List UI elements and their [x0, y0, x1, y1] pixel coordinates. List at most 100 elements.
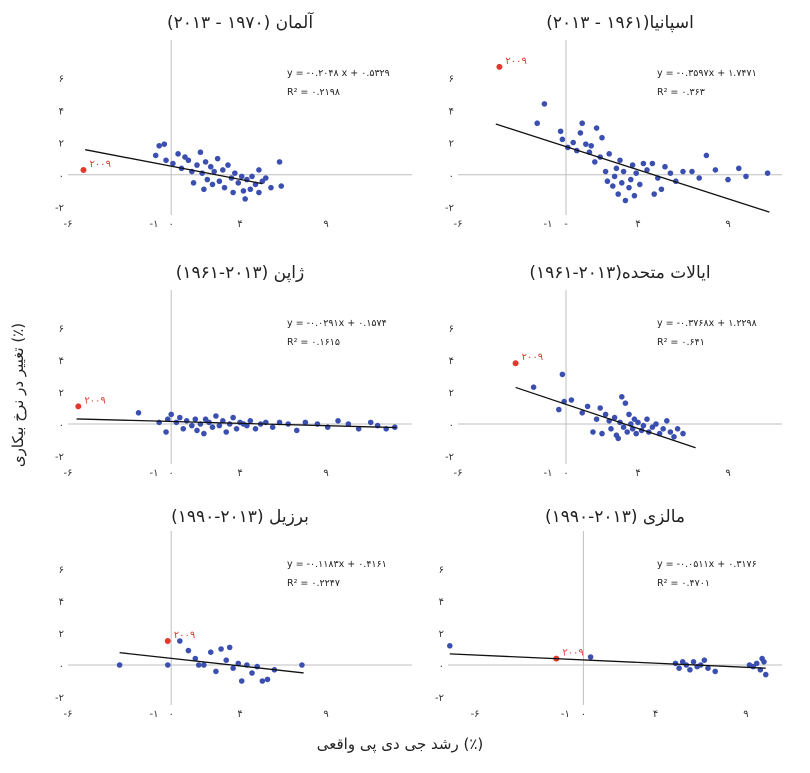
- data-point: [633, 430, 639, 437]
- x-tick-label: ۹: [323, 219, 328, 230]
- data-point: [593, 125, 600, 131]
- data-point: [615, 191, 621, 197]
- x-tick-label: -۶: [64, 468, 73, 479]
- data-point: [592, 159, 598, 165]
- data-point: [233, 426, 240, 432]
- data-point: [620, 424, 627, 431]
- r-squared: R² = ۰.۳۶۳: [657, 87, 705, 98]
- x-tick-label: ۰: [169, 219, 174, 230]
- data-point: [649, 424, 656, 431]
- data-point: [259, 678, 266, 684]
- data-point: [177, 414, 183, 421]
- data-point: [629, 162, 636, 168]
- trend-line: [119, 652, 304, 674]
- data-point: [667, 429, 674, 435]
- trend-equation: y = -۰.۳۵۹۷x + ۱.۷۴۷۱: [657, 68, 757, 79]
- data-point: [302, 419, 309, 426]
- highlight-label-2009: ۲۰۰۹: [562, 648, 583, 659]
- data-point: [263, 175, 269, 181]
- data-point: [213, 413, 219, 419]
- data-point: [189, 422, 195, 429]
- data-point: [268, 184, 274, 191]
- data-point: [662, 163, 668, 170]
- data-point: [644, 416, 650, 423]
- data-point: [649, 160, 656, 167]
- data-point: [192, 655, 199, 662]
- panel-brazil: برزیل (۲۰۱۳-۱۹۹۰) ۶ ۴ ۲ ۰ -۲-۶ -۱ ۰ ۴ ۹ y = -۰.۱۱۸…: [55, 507, 412, 720]
- data-point: [197, 149, 204, 156]
- data-point: [238, 173, 245, 180]
- data-point: [559, 371, 566, 378]
- data-point: [664, 418, 670, 424]
- y-tick-label: -۲: [445, 452, 454, 463]
- y-axis-label: تغییر در نرخ بیکاری (٪): [9, 322, 27, 468]
- data-point: [367, 419, 374, 426]
- data-point: [613, 165, 620, 172]
- highlight-label-2009: ۲۰۰۹: [505, 56, 526, 67]
- data-point: [238, 678, 245, 684]
- y-tick-label: ۶: [59, 324, 64, 335]
- data-point: [676, 665, 682, 671]
- data-point: [690, 659, 697, 665]
- y-tick-label: ۶: [439, 565, 444, 576]
- x-tick-label: ۴: [635, 219, 640, 230]
- data-point: [679, 659, 686, 665]
- data-point: [667, 170, 674, 176]
- data-point: [225, 162, 231, 168]
- data-point: [214, 155, 221, 162]
- panel-usa: ایالات متحده(۲۰۱۳-۱۹۶۱) ۶ ۴ ۲ ۰ -۲-۶ -۱ ۰ ۴ ۹ y = …: [445, 263, 782, 479]
- data-point: [674, 426, 681, 432]
- data-point: [152, 152, 159, 159]
- data-point: [163, 429, 169, 435]
- data-point: [559, 136, 566, 143]
- x-tick-label: -۶: [454, 468, 463, 479]
- y-tick-label: ۰: [449, 171, 454, 182]
- data-point: [355, 426, 362, 432]
- x-tick-label: ۰: [169, 468, 174, 479]
- x-tick-label: ۹: [323, 468, 328, 479]
- y-tick-label: ۲: [59, 388, 64, 399]
- data-point: [635, 419, 641, 426]
- data-point: [530, 384, 537, 391]
- x-tick-label: -۶: [64, 219, 73, 230]
- data-point: [185, 157, 192, 164]
- data-point: [240, 188, 247, 194]
- r-squared: R² = ۰.۲۱۹۸: [287, 87, 340, 98]
- r-squared: R² = ۰.۴۷۰۱: [657, 578, 710, 589]
- data-point: [610, 183, 616, 189]
- data-point: [653, 421, 659, 427]
- x-tick-label: ۹: [725, 468, 730, 479]
- x-tick-label: ۹: [323, 709, 328, 720]
- data-point: [651, 191, 657, 197]
- data-point: [590, 429, 596, 435]
- data-point: [660, 426, 666, 432]
- y-tick-label: ۶: [59, 74, 64, 85]
- x-tick-label: ۹: [725, 219, 730, 230]
- data-point: [202, 159, 209, 165]
- data-point: [602, 411, 609, 418]
- trend-equation: y = -۰.۱۱۸۳x + ۰.۴۱۶۱: [287, 559, 387, 570]
- trend-line: [495, 123, 770, 213]
- data-point: [599, 134, 605, 141]
- data-point: [599, 430, 605, 437]
- data-point: [264, 676, 271, 683]
- data-point: [207, 163, 214, 170]
- y-tick-label: ۴: [59, 106, 64, 117]
- y-tick-label: ۴: [449, 106, 454, 117]
- highlight-label-2009: ۲۰۰۹: [84, 395, 105, 406]
- data-point: [249, 670, 255, 676]
- y-tick-label: -۲: [445, 203, 454, 214]
- data-point: [764, 170, 771, 176]
- data-point: [216, 178, 223, 185]
- data-point: [637, 181, 643, 188]
- data-point: [209, 181, 216, 188]
- data-point: [703, 152, 710, 159]
- data-point: [247, 186, 254, 193]
- y-tick-label: -۲: [55, 693, 64, 704]
- data-point: [299, 662, 305, 668]
- y-tick-label: ۰: [439, 661, 444, 672]
- data-point: [293, 427, 300, 434]
- highlight-point-2009: [80, 166, 87, 173]
- y-tick-label: -۲: [55, 452, 64, 463]
